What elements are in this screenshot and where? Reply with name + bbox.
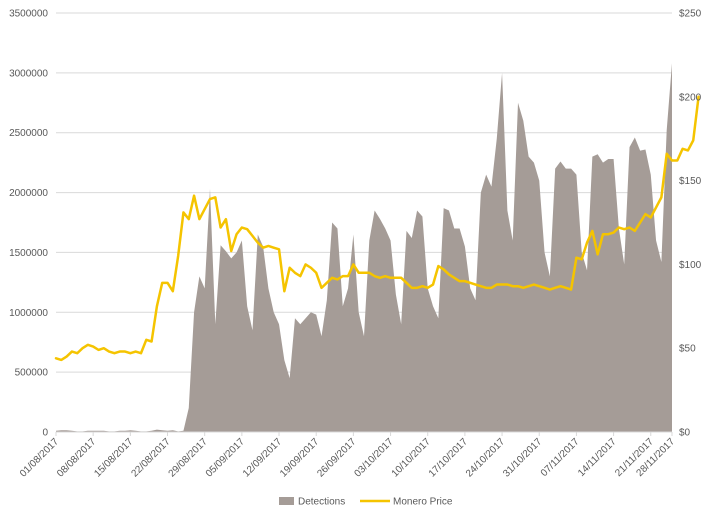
legend-monero-price-label: Monero Price bbox=[393, 497, 453, 508]
gridlines bbox=[56, 12, 672, 373]
x-tick-label: 07/11/2017 bbox=[539, 436, 582, 479]
x-tick-label: 14/11/2017 bbox=[576, 436, 619, 479]
right-axis-ticks: $0 $50 $100 $150 $200 $250 bbox=[679, 9, 702, 439]
x-tick-label: 15/08/2017 bbox=[92, 436, 135, 479]
x-tick-label: 19/09/2017 bbox=[278, 436, 321, 479]
left-tick-label: 500000 bbox=[15, 368, 49, 379]
left-tick-label: 3500000 bbox=[9, 9, 48, 20]
right-tick-label: $150 bbox=[679, 176, 702, 187]
x-tick-label: 03/10/2017 bbox=[352, 436, 395, 479]
left-tick-label: 3000000 bbox=[9, 68, 48, 79]
detections-area-layer bbox=[56, 63, 672, 432]
x-tick-label: 26/09/2017 bbox=[315, 436, 358, 479]
x-tick-label: 22/08/2017 bbox=[129, 436, 172, 479]
monero-price-line-layer bbox=[54, 95, 700, 362]
left-tick-label: 1500000 bbox=[9, 248, 48, 259]
left-tick-label: 2500000 bbox=[9, 128, 48, 139]
legend-detections-label: Detections bbox=[298, 497, 345, 508]
legend: Detections Monero Price bbox=[279, 497, 453, 508]
detections-area bbox=[56, 63, 672, 432]
x-tick-label: 01/08/2017 bbox=[18, 436, 61, 479]
x-tick-label: 08/08/2017 bbox=[55, 436, 98, 479]
x-tick-label: 24/10/2017 bbox=[464, 436, 507, 479]
x-tick-label: 29/08/2017 bbox=[167, 436, 210, 479]
x-tick-label: 31/10/2017 bbox=[501, 436, 544, 479]
left-axis-ticks: 0 500000 1000000 1500000 2000000 2500000 30000… bbox=[9, 9, 48, 439]
x-tick-label: 12/09/2017 bbox=[241, 436, 284, 479]
x-tick-label: 17/10/2017 bbox=[427, 436, 470, 479]
monero-price-line bbox=[54, 95, 700, 362]
left-tick-label: 2000000 bbox=[9, 188, 48, 199]
x-tick-label: 10/10/2017 bbox=[390, 436, 433, 479]
x-tick-label: 05/09/2017 bbox=[204, 436, 247, 479]
right-tick-label: $200 bbox=[679, 92, 702, 103]
right-tick-label: $0 bbox=[679, 428, 691, 439]
legend-detections-swatch bbox=[279, 497, 294, 505]
right-tick-label: $50 bbox=[679, 344, 696, 355]
left-tick-label: 1000000 bbox=[9, 308, 48, 319]
right-tick-label: $250 bbox=[679, 9, 702, 20]
left-tick-label: 0 bbox=[42, 428, 48, 439]
right-tick-label: $100 bbox=[679, 260, 702, 271]
x-axis-ticks: 01/08/201708/08/201715/08/201722/08/2017… bbox=[18, 432, 677, 480]
